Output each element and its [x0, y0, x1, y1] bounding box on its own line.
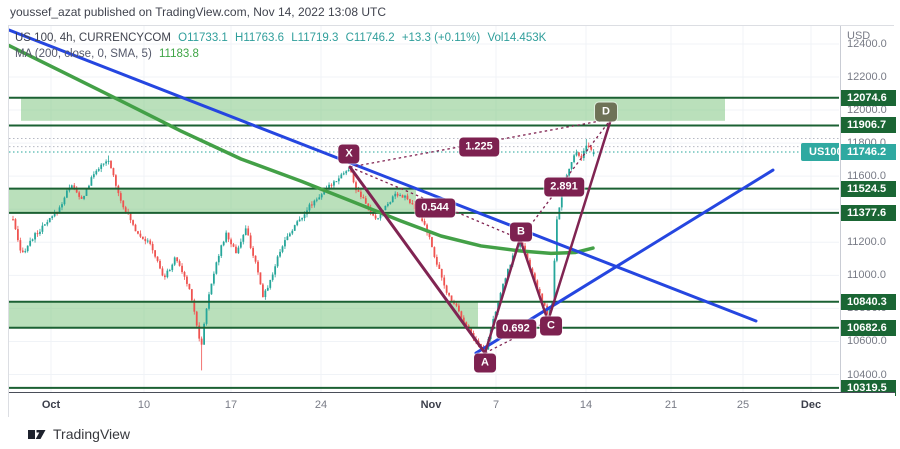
level-badge-10840.3: 10840.3: [841, 293, 896, 310]
price-label-10600.0: 10600.0: [847, 335, 887, 348]
time-axis[interactable]: Oct 10 17 24 Nov 7 14 21 25 Dec: [9, 392, 895, 418]
legend-row-ma[interactable]: MA (200, close, 0, SMA, 5) 11183.8: [15, 46, 550, 62]
change-value: +13.3 (+0.11%): [401, 32, 481, 44]
price-label-12400.0: 12400.0: [847, 37, 887, 50]
price-label-11600.0: 11600.0: [847, 170, 886, 183]
price-pane[interactable]: US 100, 4h, CURRENCYCOM O11733.1 H11763.…: [9, 26, 839, 392]
symbol-title: US 100, 4h, CURRENCYCOM: [15, 32, 171, 44]
level-badge-11906.7: 11906.7: [841, 117, 896, 134]
low-value: L11719.3: [291, 32, 339, 44]
time-label-24: 24: [314, 399, 328, 411]
price-label-10400.0: 10400.0: [847, 368, 887, 381]
level-badge-11377.6: 11377.6: [841, 204, 896, 221]
last-price-badge: 11746.2: [841, 144, 896, 160]
legend-row-symbol[interactable]: US 100, 4h, CURRENCYCOM O11733.1 H11763.…: [15, 30, 550, 46]
chart-frame: US 100, 4h, CURRENCYCOM O11733.1 H11763.…: [8, 25, 896, 418]
footer-branding: TradingView: [28, 426, 130, 442]
time-label-21: 21: [664, 399, 678, 411]
price-label-12000.0: 12000.0: [847, 104, 887, 117]
time-label-Nov: Nov: [420, 399, 442, 411]
price-label-11000.0: 11000.0: [847, 269, 886, 282]
ma-value: 11183.8: [158, 48, 199, 60]
ma-label: MA (200, close, 0, SMA, 5): [15, 48, 152, 60]
tradingview-logo-icon: [28, 429, 46, 439]
time-label-Dec: Dec: [800, 399, 822, 411]
price-label-12200.0: 12200.0: [847, 71, 887, 83]
candlestick-plot: [9, 26, 839, 392]
chart-legend: US 100, 4h, CURRENCYCOM O11733.1 H11763.…: [15, 30, 550, 62]
time-label-Oct: Oct: [41, 399, 61, 411]
price-axis[interactable]: USD 12400.012200.012000.011800.011600.01…: [840, 26, 896, 418]
brand-name: TradingView: [53, 426, 131, 442]
published-info-line: youssef_azat published on TradingView.co…: [10, 5, 387, 19]
currency-label: USD: [847, 30, 871, 42]
time-label-7: 7: [492, 399, 500, 411]
level-badge-11524.5: 11524.5: [841, 180, 896, 197]
level-badge-12074.6: 12074.6: [841, 89, 896, 106]
open-value: O11733.1: [178, 32, 228, 44]
high-value: H11763.6: [235, 32, 285, 44]
time-label-25: 25: [736, 399, 750, 411]
price-label-11200.0: 11200.0: [847, 236, 886, 249]
close-value: C11746.2: [345, 32, 395, 44]
time-label-17: 17: [224, 399, 238, 411]
volume-value: Vol14.453K: [487, 32, 547, 44]
level-badge-10682.6: 10682.6: [841, 319, 896, 336]
level-badge-10319.5: 10319.5: [841, 379, 896, 396]
time-label-14: 14: [579, 399, 593, 411]
time-label-10: 10: [137, 399, 151, 411]
